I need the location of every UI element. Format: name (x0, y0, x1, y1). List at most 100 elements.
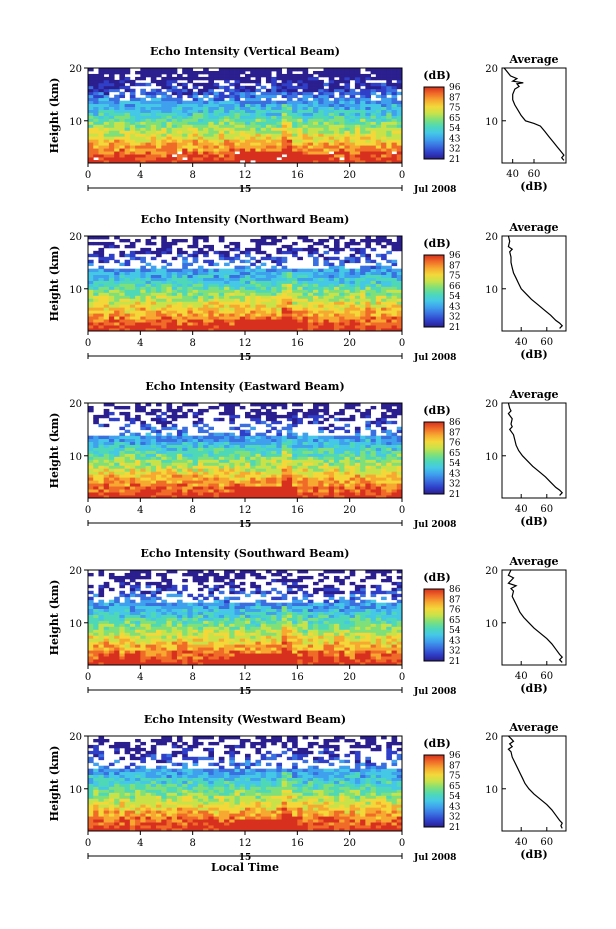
heatmap-cell (365, 68, 371, 72)
heatmap-cell (108, 462, 115, 466)
heatmap-cell (313, 154, 319, 158)
heatmap-cell (161, 271, 167, 275)
heatmap-cell (381, 244, 387, 249)
heatmap-cell (114, 103, 120, 107)
heatmap-cell (297, 145, 303, 149)
heatmap-cell (135, 124, 141, 128)
heatmap-cell (103, 82, 110, 87)
heatmap-cell (150, 236, 157, 240)
heatmap-cell (208, 444, 214, 448)
heatmap-cell (192, 450, 199, 454)
heatmap-cell (318, 139, 324, 143)
heatmap-cell (255, 265, 262, 270)
heatmap-cell (339, 88, 345, 93)
heatmap-cell (203, 268, 209, 273)
heatmap-cell (229, 414, 235, 419)
heatmap-cell (375, 301, 382, 305)
heatmap-cell (302, 280, 309, 284)
heatmap-cell (140, 157, 146, 161)
heatmap-cell (176, 310, 183, 314)
heatmap-cell (234, 109, 241, 113)
heatmap-cell (161, 462, 167, 466)
heatmap-cell (229, 483, 235, 487)
heatmap-cell (98, 76, 105, 81)
heatmap-cell (386, 295, 392, 299)
heatmap-cell (224, 130, 230, 134)
heatmap-cell (176, 160, 183, 164)
heatmap-cell (333, 456, 340, 460)
heatmap-cell (391, 109, 398, 113)
heatmap-cell (365, 468, 371, 472)
heatmap-cell (260, 277, 267, 281)
heatmap-cell (381, 295, 387, 299)
heatmap-cell (187, 109, 194, 113)
heatmap-cell (302, 236, 309, 240)
heatmap-cell (313, 283, 319, 287)
heatmap-cell (250, 471, 256, 475)
heatmap-cell (213, 468, 220, 472)
heatmap-cell (271, 91, 277, 96)
heatmap-cell (197, 136, 204, 140)
heatmap-cell (161, 319, 167, 323)
heatmap-cell (381, 238, 387, 243)
heatmap-cell (354, 118, 361, 122)
heatmap-cell (333, 97, 340, 102)
heatmap-cell (108, 465, 115, 469)
heatmap-cell (114, 486, 120, 490)
heatmap-cell (203, 310, 209, 314)
heatmap-cell (271, 468, 277, 472)
heatmap-cell (328, 124, 335, 128)
heatmap-cell (349, 68, 356, 72)
heatmap-cell (323, 459, 330, 463)
heatmap-cell (349, 109, 356, 113)
heatmap-cell (103, 408, 110, 413)
heatmap-cell (166, 112, 173, 116)
heatmap-cell (129, 103, 136, 107)
heatmap-cell (98, 68, 105, 72)
heatmap-cell (224, 244, 230, 249)
heatmap-cell (260, 289, 267, 293)
heatmap-cell (318, 471, 324, 475)
heatmap-cell (344, 154, 351, 158)
heatmap-cell (103, 124, 110, 128)
heatmap-cell (396, 441, 403, 445)
heatmap-cell (292, 459, 298, 463)
heatmap-cell (150, 121, 157, 125)
heatmap-cell (224, 68, 230, 72)
heatmap-cell (333, 121, 340, 125)
heatmap-cell (360, 447, 366, 451)
heatmap-cell (119, 325, 126, 329)
heatmap-cell (114, 456, 120, 460)
heatmap-cell (344, 106, 351, 110)
heatmap-cell (203, 124, 209, 128)
heatmap-cell (203, 480, 209, 484)
heatmap-cell (307, 420, 314, 425)
heatmap-cell (234, 450, 241, 454)
heatmap-cell (302, 328, 309, 332)
heatmap-cell (245, 319, 251, 323)
heatmap-cell (292, 115, 298, 119)
heatmap-cell (166, 289, 173, 293)
heatmap-cell (307, 310, 314, 314)
heatmap-cell (339, 160, 345, 164)
heatmap-cell (307, 142, 314, 146)
heatmap-cell (229, 274, 235, 278)
heatmap-cell (88, 298, 94, 302)
heatmap-cell (297, 79, 303, 84)
heatmap-cell (297, 441, 303, 445)
heatmap-cell (192, 480, 199, 484)
heatmap-cell (360, 411, 366, 416)
heatmap-cell (129, 250, 136, 255)
heatmap-cell (145, 423, 152, 428)
heatmap-cell (166, 438, 173, 442)
heatmap-cell (307, 280, 314, 284)
heatmap-cell (339, 298, 345, 302)
heatmap-cell (339, 139, 345, 143)
heatmap-cell (245, 271, 251, 275)
heatmap-cell (150, 154, 157, 158)
heatmap-cell (171, 130, 178, 134)
heatmap-cell (391, 483, 398, 487)
heatmap-cell (135, 292, 141, 296)
heatmap-cell (370, 310, 377, 314)
heatmap-cell (281, 310, 288, 314)
